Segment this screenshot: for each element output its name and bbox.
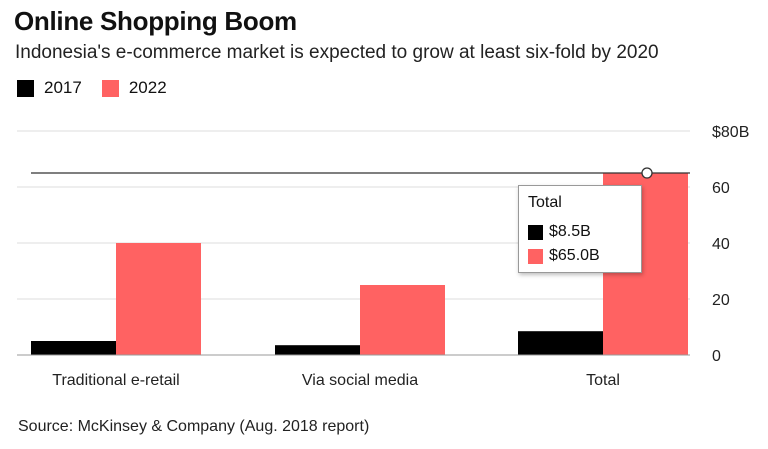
x-tick-label: Total: [586, 372, 620, 389]
x-tick-label: Via social media: [302, 372, 418, 389]
y-tick-label: 0: [712, 348, 721, 365]
source-note: Source: McKinsey & Company (Aug. 2018 re…: [18, 418, 370, 435]
tooltip: Total $8.5B $65.0B: [518, 185, 642, 273]
tooltip-value-2017: $8.5B: [549, 223, 591, 240]
tooltip-title: Total: [528, 194, 562, 211]
tooltip-swatch-2022: [528, 248, 543, 264]
tooltip-value-2022: $65.0B: [549, 247, 600, 264]
bar-2022-1: [360, 285, 445, 355]
bar-chart: 0 20 40 60 $80B Traditional e-retail Via socia…: [17, 124, 749, 389]
tooltip-swatch-2017: [528, 224, 543, 240]
y-tick-label: 40: [712, 236, 730, 253]
legend-swatch-2017: [17, 79, 34, 97]
y-tick-label: 60: [712, 180, 730, 197]
legend: 2017 2022: [17, 78, 187, 98]
tooltip-row-2017: $8.5B: [528, 223, 591, 241]
bar-2017-2: [518, 331, 603, 355]
x-tick-label: Traditional e-retail: [52, 372, 179, 389]
legend-item-2017[interactable]: 2017: [17, 78, 82, 98]
tooltip-row-2022: $65.0B: [528, 247, 600, 265]
legend-label-2022: 2022: [128, 78, 167, 97]
y-tick-label: 20: [712, 292, 730, 309]
y-tick-label: $80B: [712, 124, 749, 141]
chart-subtitle: Indonesia's e-commerce market is expecte…: [15, 42, 659, 63]
legend-label-2017: 2017: [44, 78, 82, 97]
bar-2017-1: [275, 345, 360, 355]
hover-marker: [641, 167, 653, 179]
legend-swatch-2022: [101, 79, 119, 97]
bar-2017-0: [31, 341, 116, 355]
legend-item-2022[interactable]: 2022: [101, 78, 167, 98]
chart-title: Online Shopping Boom: [14, 6, 297, 36]
bar-2022-0: [116, 243, 201, 355]
